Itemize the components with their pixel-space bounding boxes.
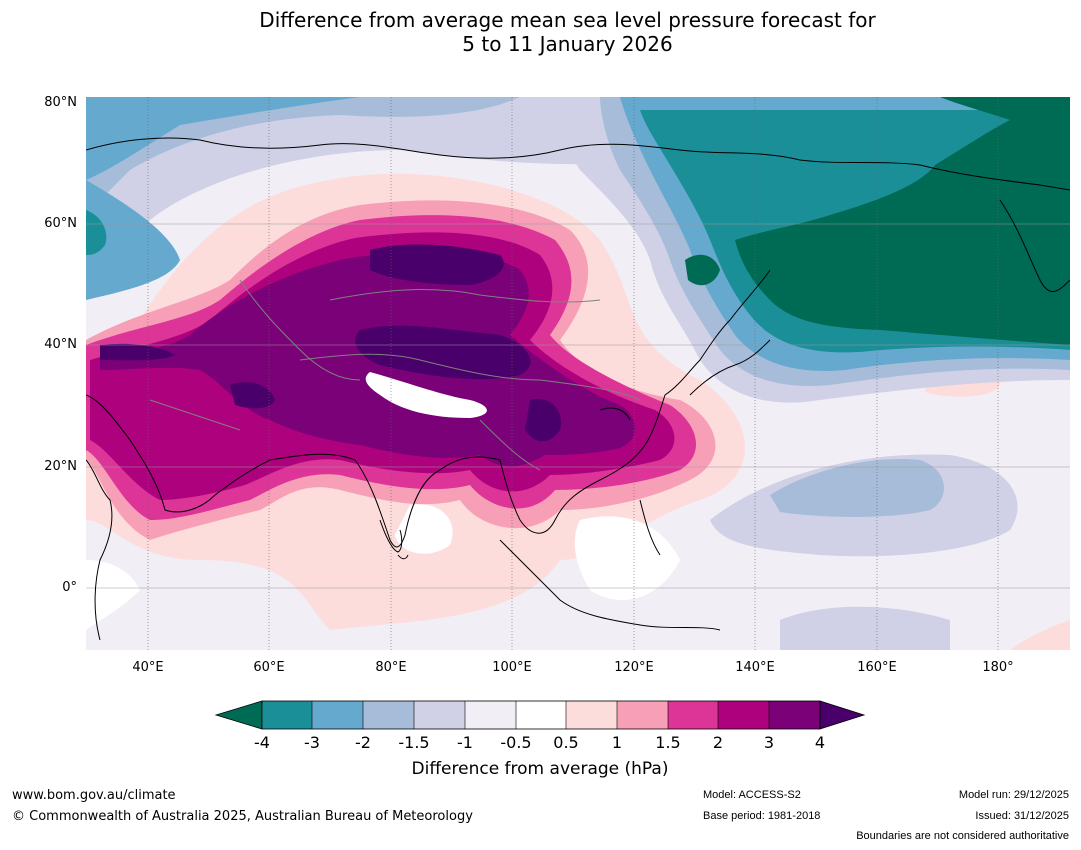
colorbar-tick-6: -0.5	[500, 733, 532, 752]
copyright-text: © Commonwealth of Australia 2025, Austra…	[12, 809, 473, 824]
colorbar-frame	[261, 700, 821, 730]
base-period: Base period: 1981-2018	[703, 810, 821, 822]
anomaly-above-4-mongolia	[370, 244, 504, 285]
anomaly-above-4-tibet	[355, 325, 531, 380]
anomaly-above-4-china	[525, 399, 561, 442]
colorbar-tick-7: 0.5	[553, 733, 579, 752]
colorbar-tick-4: -1.5	[398, 733, 430, 752]
lon-label-120e: 120°E	[614, 660, 654, 675]
colorbar-seg-4	[414, 701, 465, 729]
colorbar-seg-2	[312, 701, 363, 729]
border-middle-east	[149, 399, 241, 431]
border-southeast-asia	[479, 419, 541, 471]
colorbar-title: Difference from average (hPa)	[411, 759, 669, 779]
anomaly-3-4	[100, 252, 635, 467]
pressure-anomaly-field	[86, 97, 1070, 650]
colorbar-seg-1	[262, 701, 312, 729]
colorbar-tick-3: -2	[355, 733, 371, 752]
colorbar-dividers	[311, 701, 770, 729]
colorbar-tick-11: 3	[763, 733, 775, 752]
colorbar-tick-10: 2	[712, 733, 724, 752]
coastlines	[86, 137, 1070, 641]
anomaly-near-zero-scs	[574, 516, 680, 600]
anomaly-neg-pacific-2	[770, 459, 944, 517]
colorbar-seg-6	[516, 701, 566, 729]
sri-lanka-coastline	[397, 554, 409, 560]
japan-coastline	[689, 339, 771, 396]
chart-title: Difference from average mean sea level p…	[0, 8, 1081, 56]
anomaly-neg-scand-2	[86, 210, 107, 255]
lat-label-60n: 60°N	[44, 216, 77, 231]
colorbar-extend-low	[214, 700, 263, 730]
arctic-coastline	[86, 137, 1070, 191]
colorbar-seg-7	[566, 701, 617, 729]
lon-label-40e: 40°E	[132, 660, 164, 675]
colorbar-tick-8: 1	[611, 733, 623, 752]
africa-coastline	[86, 459, 113, 641]
colorbar-tick-9: 1.5	[655, 733, 681, 752]
anomaly-below-4-ne	[650, 97, 1070, 345]
colorbar-seg-9	[668, 701, 718, 729]
colorbar-seg-8	[617, 701, 668, 729]
title-line-2: 5 to 11 January 2026	[462, 32, 673, 56]
lon-label-140e: 140°E	[735, 660, 775, 675]
boundaries-disclaimer: Boundaries are not considered authoritat…	[856, 830, 1069, 842]
anomaly-neg-north-3	[86, 97, 360, 180]
colorbar	[214, 700, 866, 730]
anomaly-above-4-caspian	[100, 343, 175, 361]
national-borders	[149, 279, 641, 471]
colorbar-seg-11	[769, 701, 820, 729]
website-link[interactable]: www.bom.gov.au/climate	[12, 788, 176, 803]
border-mongolia	[329, 289, 601, 303]
model-run-date: Model run: 29/12/2025	[958, 789, 1069, 801]
anomaly-neg-south	[780, 606, 950, 650]
model-name: Model: ACCESS-S2	[703, 789, 801, 801]
india-coastline	[379, 519, 403, 553]
anomaly-neg-north	[86, 97, 650, 280]
lat-label-20n: 20°N	[44, 459, 77, 474]
anomaly-neg-scand	[86, 180, 180, 300]
lat-label-40n: 40°N	[44, 337, 77, 352]
colorbar-extend-high	[819, 700, 866, 730]
anomaly-pos-se	[1010, 620, 1070, 650]
colorbar-seg-5	[465, 701, 516, 729]
lat-label-0: 0°	[62, 580, 77, 595]
colorbar-tick-5: -1	[457, 733, 473, 752]
colorbar-tick-2: -3	[304, 733, 320, 752]
lat-label-80n: 80°N	[44, 95, 77, 110]
korea-coastline	[599, 407, 631, 421]
colorbar-tick-12: 4	[814, 733, 826, 752]
philippines-coastline	[639, 499, 661, 556]
lon-label-60e: 60°E	[253, 660, 285, 675]
maritime-coastline	[499, 539, 721, 631]
colorbar-seg-10	[718, 701, 769, 729]
title-line-1: Difference from average mean sea level p…	[259, 8, 876, 32]
lon-label-180: 180°	[982, 660, 1014, 675]
lon-label-160e: 160°E	[857, 660, 897, 675]
issued-date: Issued: 31/12/2025	[975, 810, 1069, 822]
anomaly-near-zero-africa	[86, 560, 140, 630]
lon-label-80e: 80°E	[375, 660, 407, 675]
border-central-asia	[239, 279, 361, 381]
colorbar-seg-3	[363, 701, 414, 729]
anomaly-neg-north-2	[86, 97, 520, 215]
graticule	[86, 97, 1070, 650]
lon-label-100e: 100°E	[492, 660, 532, 675]
anomaly-below-4-sea	[685, 254, 720, 286]
asia-coastline	[86, 269, 771, 548]
border-china-south	[299, 353, 641, 401]
anomaly-above-4-iran	[230, 382, 275, 409]
colorbar-tick-1: -4	[254, 733, 270, 752]
kamchatka-coastline	[999, 199, 1070, 292]
anomaly-near-zero-tibet	[365, 372, 487, 418]
